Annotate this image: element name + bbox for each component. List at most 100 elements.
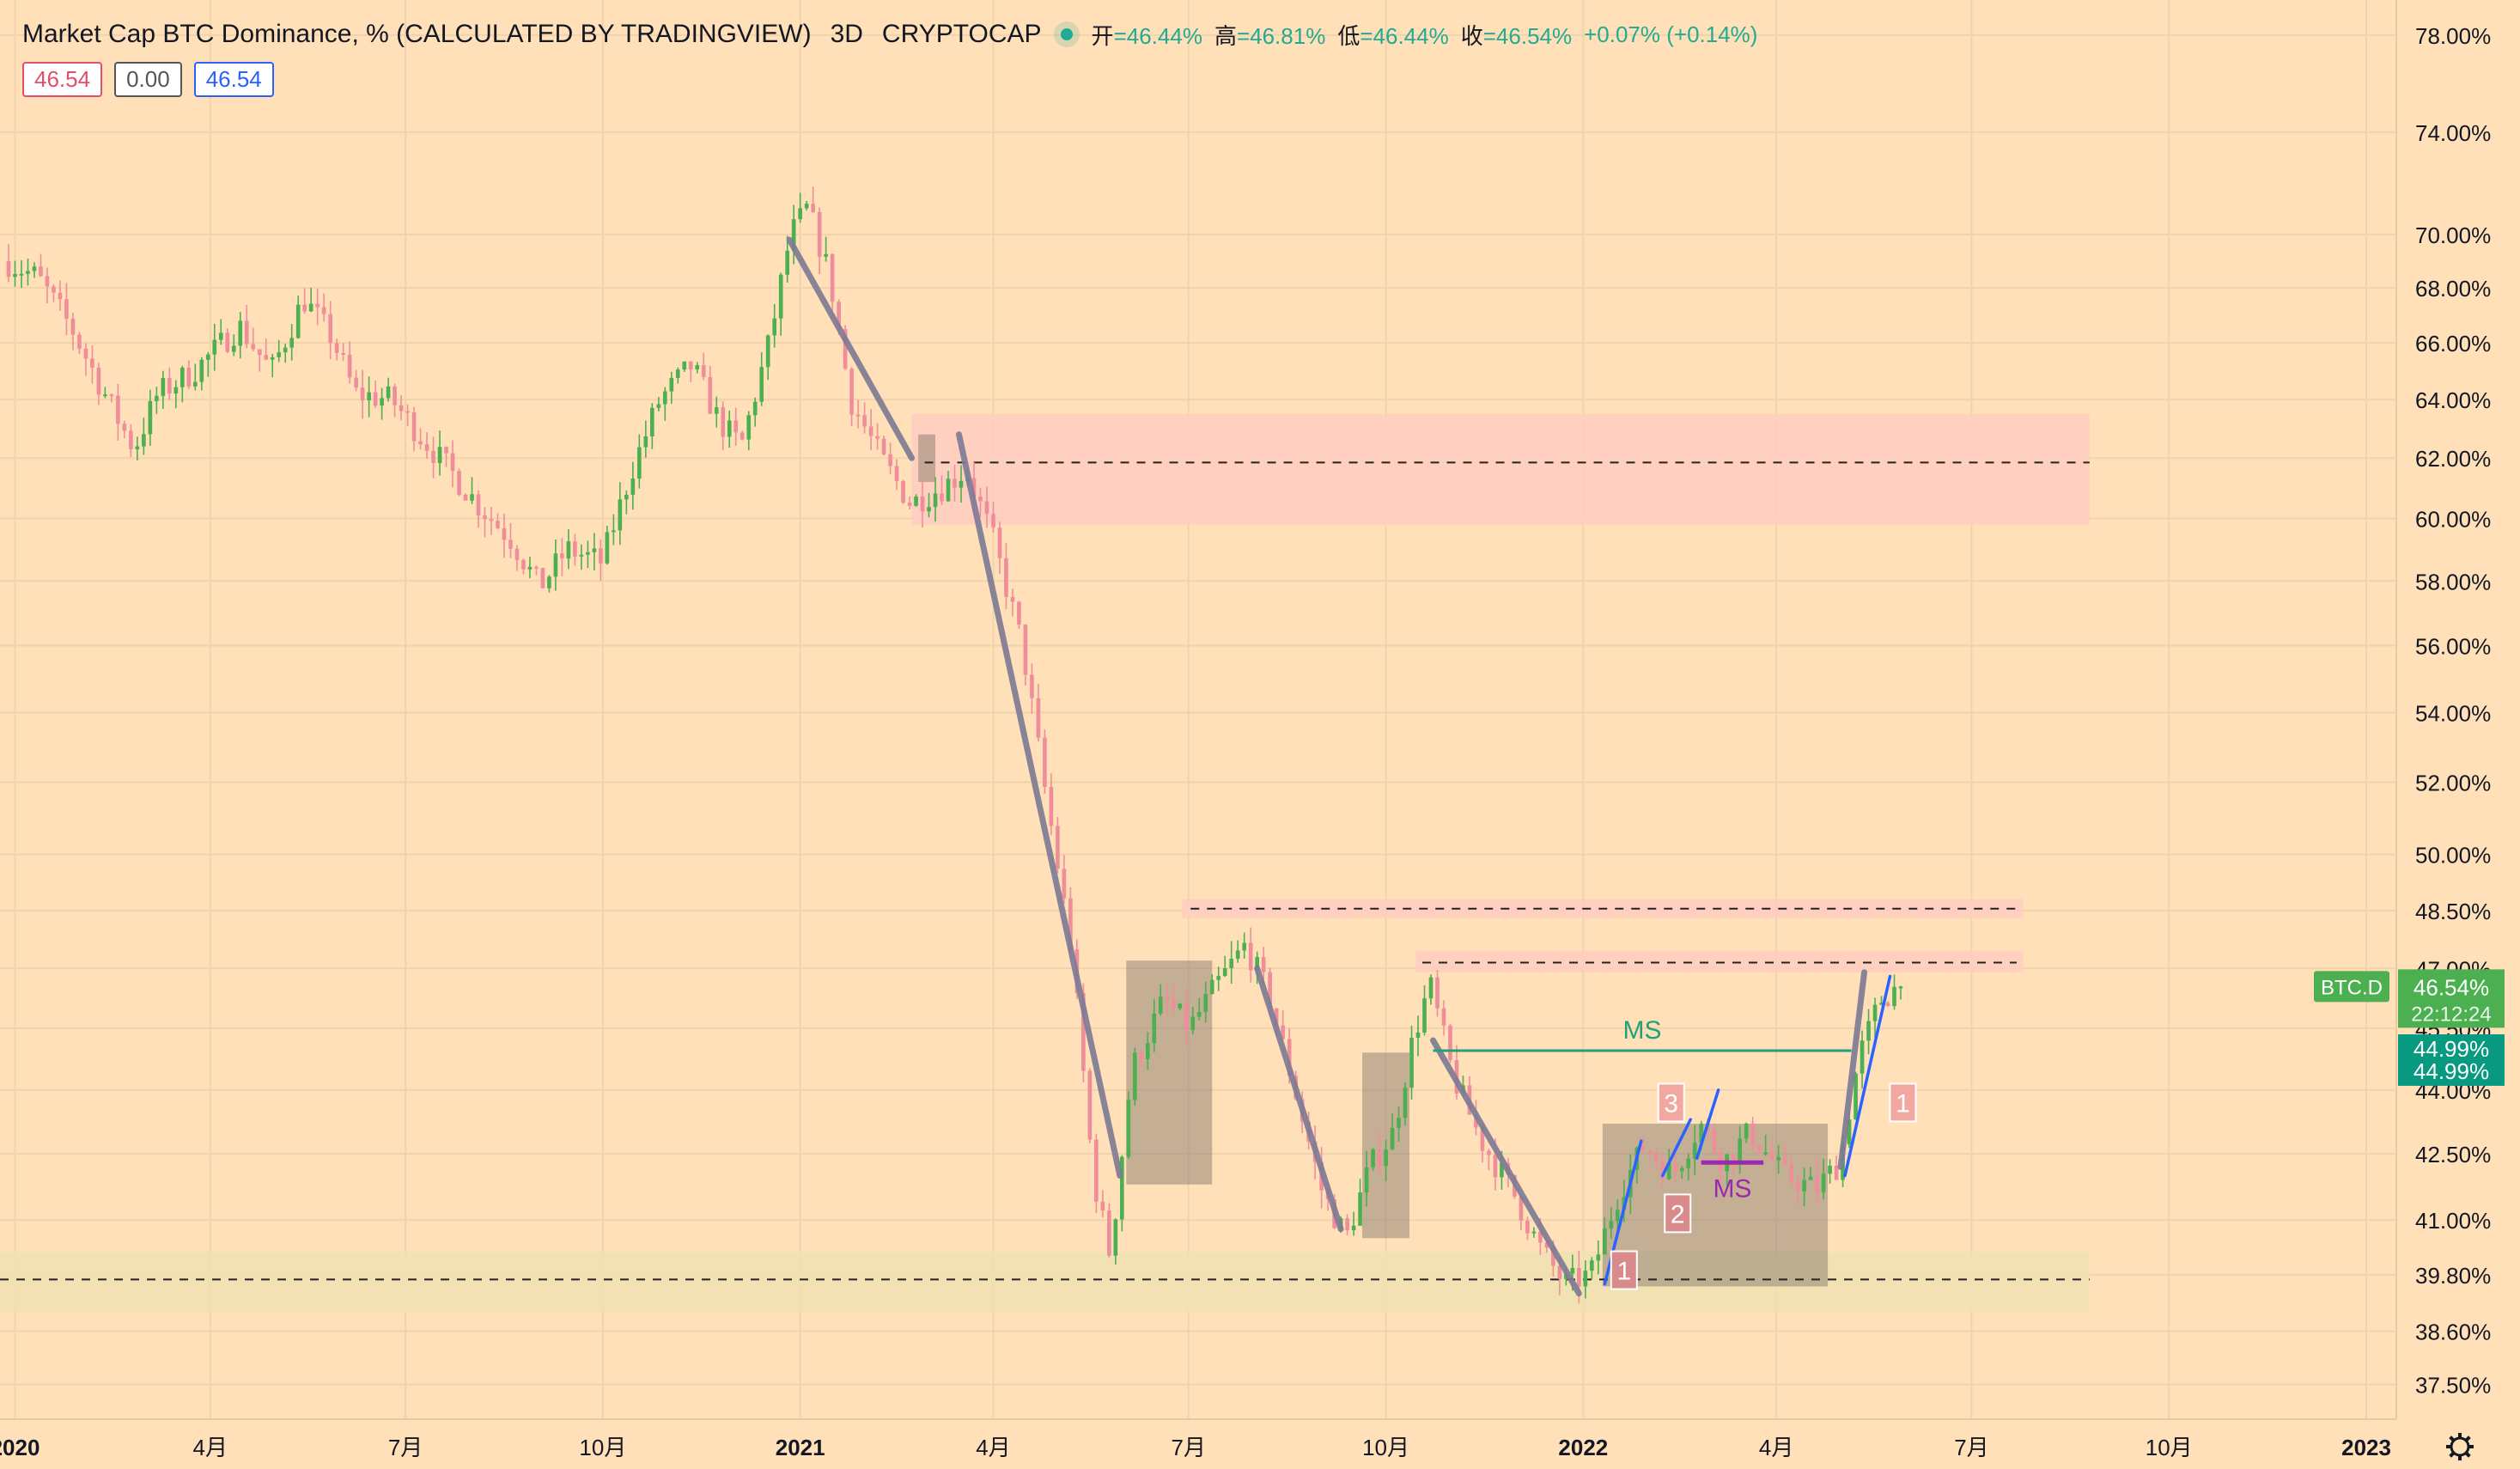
candle-body [77, 334, 82, 349]
candle-55 [360, 369, 365, 419]
candle-body [1615, 1210, 1620, 1222]
interval-label[interactable]: 3D [830, 20, 863, 48]
candle-body [463, 495, 468, 501]
candle-217 [1403, 1082, 1408, 1125]
candle-6 [45, 267, 50, 304]
candle-27 [180, 365, 185, 403]
candle-53 [347, 341, 352, 384]
candle-body [1666, 1163, 1671, 1179]
candle-body [1017, 601, 1021, 625]
wave-marker-box [1664, 1193, 1692, 1234]
candle-54 [354, 369, 358, 392]
candle-body [96, 367, 101, 395]
candle-body [1493, 1155, 1498, 1178]
candle-body [1081, 993, 1086, 1071]
candle-body [830, 253, 835, 302]
ohlc-high: 高=46.81% [1214, 22, 1326, 49]
market-status-dot-icon [1060, 28, 1073, 40]
time-tick-12: 2023 [2341, 1435, 2391, 1460]
candle-192 [1242, 932, 1247, 959]
ms-label-0: MS [1623, 1016, 1662, 1045]
candle-body [103, 394, 107, 397]
candle-body [173, 387, 179, 394]
secondary-price-label-1 [2398, 1056, 2505, 1086]
time-axis-background [0, 1419, 2520, 1469]
candle-121 [785, 235, 790, 283]
time-axis[interactable]: 2020 4月 7月 10月 2021 4月 7月 10月 2022 4月 7月 10月 2023 [0, 1418, 2520, 1469]
candle-body [721, 407, 726, 437]
candle-body [1152, 1013, 1157, 1044]
wave-marker-text: 3 [1664, 1089, 1678, 1118]
candle-47 [308, 287, 313, 313]
candle-172 [1113, 1218, 1118, 1265]
candle-body [752, 401, 758, 416]
candle-body [135, 446, 140, 450]
candle-body [959, 480, 964, 488]
candle-body [83, 348, 88, 359]
symbol-tag-text: BTC.D [2321, 976, 2383, 999]
candle-255 [1647, 1149, 1653, 1160]
candle-89 [579, 544, 584, 570]
time-tick-5: 4月 [976, 1435, 1010, 1460]
candle-107 [695, 362, 700, 374]
last-price-label [2398, 969, 2505, 1028]
candle-70 [457, 468, 461, 497]
candle-139 [901, 479, 905, 504]
symbol-title[interactable]: Market Cap BTC Dominance, % (CALCULATED … [22, 20, 812, 48]
candle-114 [740, 430, 745, 441]
candle-body [1287, 1039, 1292, 1076]
candle-146 [946, 471, 951, 503]
candle-170 [1100, 1190, 1105, 1218]
candle-body [1010, 596, 1015, 602]
candle-64 [418, 428, 423, 450]
settings-gear-icon[interactable] [2446, 1433, 2474, 1460]
candle-159 [1030, 663, 1034, 714]
candle-179 [1158, 984, 1163, 1016]
candle-46 [302, 288, 307, 314]
candle-body [1377, 1149, 1382, 1167]
candle-30 [199, 357, 204, 391]
exchange-label[interactable]: CRYPTOCAP [881, 20, 1042, 48]
candle-180 [1165, 983, 1170, 1017]
zone-0 [911, 413, 2090, 525]
candle-138 [894, 459, 899, 491]
price-tick-17: 42.50% [2415, 1142, 2491, 1167]
candle-176 [1139, 1048, 1144, 1068]
candle-128 [830, 253, 835, 311]
candle-103 [669, 371, 674, 405]
candle-body [901, 480, 905, 503]
buy-price-button[interactable]: 46.54 [193, 62, 274, 97]
wave-marker-text: 1 [1616, 1258, 1631, 1286]
candle-body [167, 378, 172, 394]
candle-body [13, 274, 17, 277]
candle-209 [1351, 1211, 1356, 1236]
candle-151 [978, 487, 983, 517]
spread-value: 0.00 [114, 62, 182, 97]
candle-17 [116, 383, 120, 442]
sell-price-button[interactable]: 46.54 [22, 62, 103, 97]
candle-body [527, 566, 533, 570]
candle-48 [315, 288, 320, 326]
price-axis[interactable]: 78.00% 74.00% 70.00% 68.00% 66.00% 64.00% 62.0… [2314, 0, 2520, 1469]
candle-body [52, 286, 56, 293]
price-tick-9: 56.00% [2415, 634, 2491, 660]
candle-212 [1371, 1148, 1375, 1171]
candle-35 [231, 334, 236, 357]
time-tick-3: 10月 [579, 1435, 626, 1460]
price-tick-10: 54.00% [2415, 701, 2491, 727]
consolidation-box-3 [918, 434, 936, 483]
candle-body [1756, 1145, 1762, 1154]
candle-body [599, 548, 603, 564]
candle-body [1892, 986, 1896, 1007]
candle-body [1358, 1192, 1362, 1226]
candle-65 [424, 432, 429, 459]
candle-body [405, 411, 410, 413]
candle-body [277, 352, 282, 357]
candle-body [386, 386, 391, 399]
candle-body [1132, 1052, 1137, 1100]
candle-61 [399, 394, 404, 421]
candle-79 [514, 545, 520, 571]
candle-body [837, 302, 841, 330]
